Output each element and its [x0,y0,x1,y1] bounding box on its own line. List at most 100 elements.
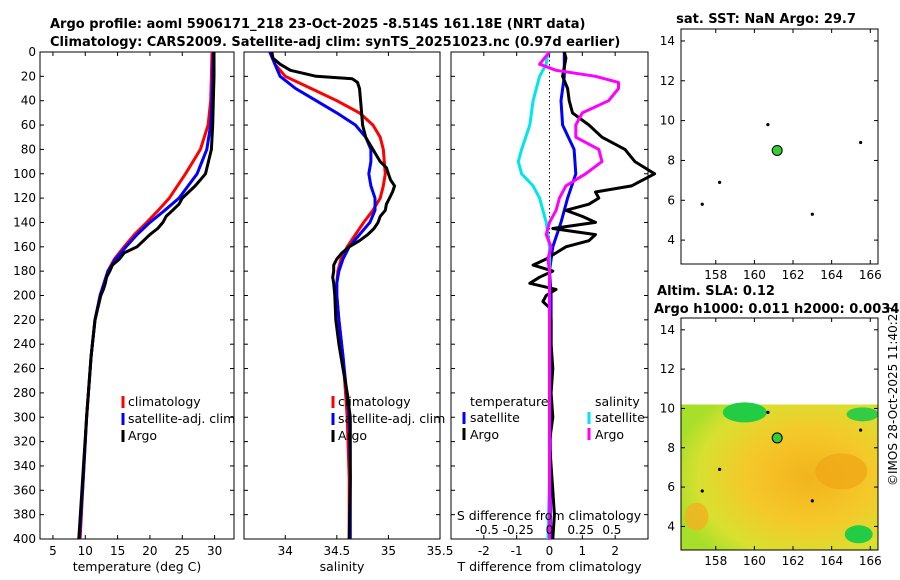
legend-label-climatology: climatology [128,394,201,409]
x-tick-label: 162 [782,268,805,282]
plot-frame [243,51,441,540]
sst-map-title: sat. SST: NaN Argo: 29.7 [676,12,856,27]
x-tick-label: 35 [381,544,396,558]
depth-tick-label: 220 [13,313,36,327]
series-line-argo [77,52,216,540]
x-axis-label: temperature (deg C) [73,559,202,574]
x-tick-label: 166 [859,268,882,282]
depth-tick-label: 120 [13,191,36,205]
island-dot [700,489,704,493]
depth-tick-label: 360 [13,483,36,497]
legend-header-temperature: temperature [470,394,549,409]
depth-tick-label: 100 [13,167,36,181]
x-axis-label: T difference from climatology [456,559,642,574]
y-tick-label: 12 [660,362,675,376]
x-tick-label: 10 [78,544,93,558]
legend-label-t-argo: Argo [470,427,499,442]
island-dot [766,122,770,127]
y-tick-label: 10 [660,401,675,415]
difference-legend: temperature satellite Argo salinity sate… [462,394,645,442]
y-tick-label: 4 [667,233,675,247]
legend-label-t-satellite: satellite [470,410,520,425]
x-tick-label: 164 [820,554,843,568]
legend-label-climatology: climatology [338,394,411,409]
depth-tick-label: 40 [21,94,36,108]
x-tick-label: 30 [207,544,222,558]
island-dot [718,467,722,471]
x-tick-label: 164 [820,268,843,282]
sla-low-patch [722,402,767,423]
x-tick-label: 0 [546,544,554,558]
depth-axis: 0 20 40 60 80 100 120 140 160 180 200 220 240 260 280 3… [13,45,36,546]
argo-position-marker [771,432,783,444]
x-tick-label: 5 [49,544,57,558]
top-axis-label: 0.25 [567,523,594,537]
x-tick-label: 1 [579,544,587,558]
salinity-legend: climatology satellite-adj. clim Argo [331,394,445,443]
island-dot [718,180,722,184]
legend-label-argo: Argo [128,428,157,443]
sst-map: 158 160 162 164 166 4 6 8 10 12 14 [660,28,882,282]
title-line-1: Argo profile: aoml 5906171_218 23-Oct-20… [50,17,585,32]
legend-header-salinity: salinity [595,394,640,409]
x-tick-label: -1 [511,544,523,558]
series-line-s-argo [538,51,620,539]
depth-tick-label: 160 [13,240,36,254]
argo-position-marker [771,144,783,156]
depth-tick-label: 180 [13,264,36,278]
island-dot [766,410,770,414]
depth-tick-label: 380 [13,508,36,522]
top-axis-label: -0.5 [475,523,498,537]
depth-tick-label: 80 [21,142,36,156]
temperature-legend: climatology satellite-adj. clim Argo [121,394,235,443]
y-tick-label: 4 [667,519,675,533]
depth-tick-label: 260 [13,362,36,376]
top-axis-label: -0.25 [503,523,534,537]
legend-label-argo: Argo [338,428,367,443]
difference-panel: -2 -1 0 1 2T difference from climatology S di… [450,51,657,574]
x-tick-label: 2 [611,544,619,558]
x-tick-label: 34 [278,544,293,558]
x-tick-label: 34.5 [323,544,350,558]
y-tick-label: 12 [660,74,675,88]
depth-tick-label: 400 [13,532,36,546]
depth-tick-label: 320 [13,435,36,449]
depth-tick-label: 20 [21,69,36,83]
depth-tick-label: 340 [13,459,36,473]
sla-high-patch [815,453,868,490]
x-tick-label: 160 [743,554,766,568]
top-axis-label: 0 [546,523,554,537]
x-tick-label: 166 [859,554,882,568]
depth-tick-label: 60 [21,118,36,132]
x-tick-label: 158 [704,268,727,282]
sla-map-title-1: Altim. SLA: 0.12 [657,284,775,299]
x-tick-label: 35.5 [427,544,454,558]
series-line-argo [270,51,397,540]
legend-label-satellite: satellite-adj. clim [338,411,445,426]
series-line-satellite-adj-clim [268,51,377,539]
x-tick-label: 162 [782,554,805,568]
y-tick-label: 8 [667,153,675,167]
sla-low-patch [846,407,879,422]
island-dot [859,140,863,145]
map-frame [680,28,879,265]
legend-label-s-argo: Argo [595,427,624,442]
x-axis-label: salinity [320,559,365,574]
copyright-watermark: ©IMOS 28-Oct-2025 11:40:27 [886,306,900,486]
island-dot [700,202,704,206]
island-dot [859,428,863,432]
legend-label-s-satellite: satellite [595,410,645,425]
top-axis-label: 0.5 [602,523,621,537]
island-dot [810,499,814,503]
top-axis-title: S difference from climatology [457,508,642,523]
sla-map-title-2: Argo h1000: 0.011 h2000: 0.0034 [654,302,899,317]
temperature-panel: 5 10 15 20 25 30 temperature (deg C) [39,51,235,574]
x-tick-label: -2 [478,544,490,558]
y-tick-label: 6 [667,193,675,207]
depth-tick-label: 240 [13,337,36,351]
depth-tick-label: 140 [13,215,36,229]
island-dot [810,212,814,216]
y-tick-label: 8 [667,441,675,455]
depth-tick-label: 300 [13,410,36,424]
